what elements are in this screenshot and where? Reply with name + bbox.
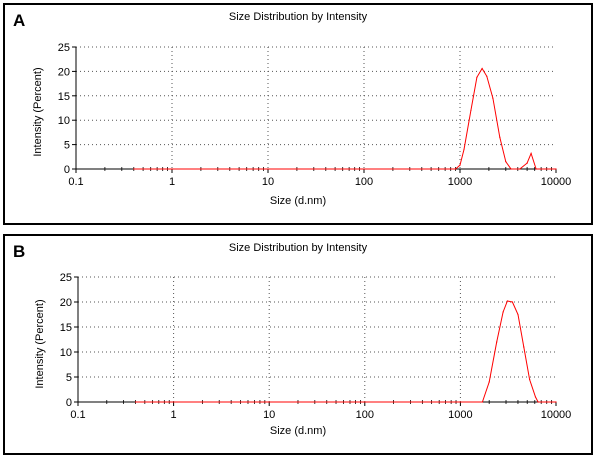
y-tick-label: 10: [60, 347, 72, 359]
panel-letter: B: [13, 242, 26, 261]
chart-panel-a: A Size Distribution by Intensity Intensi…: [3, 3, 593, 225]
data-point: [511, 301, 514, 303]
x-tick-label: 1000: [448, 409, 472, 421]
chart-plot-area: 0 5 10 15 20 25 0.1 1 10 100 1000 10000: [58, 42, 572, 188]
series-line: [133, 67, 556, 170]
y-tick-label: 5: [66, 372, 72, 384]
data-point: [506, 300, 508, 302]
data-point: [526, 162, 528, 164]
x-tick-label: 10000: [541, 176, 572, 188]
data-point: [510, 168, 512, 170]
data-point: [523, 346, 525, 348]
y-tick-label: 25: [58, 42, 70, 54]
data-point: [492, 97, 494, 99]
data-point: [517, 313, 519, 316]
data-point: [535, 168, 537, 170]
chart-panel-b: B Size Distribution by Intensity Intensi…: [3, 234, 593, 455]
data-point: [496, 341, 498, 343]
data-point: [488, 381, 490, 383]
data-point: [481, 67, 483, 70]
data-point: [481, 401, 484, 403]
x-axis-label: Size (d.nm): [269, 425, 327, 437]
x-tick-label: 100: [356, 409, 374, 421]
chart-title: Size Distribution by Intensity: [228, 11, 368, 23]
data-point: [134, 401, 137, 403]
data-point: [555, 168, 557, 170]
x-tick-label: 0.1: [70, 409, 85, 421]
data-point: [555, 401, 557, 403]
x-tick-label: 1: [171, 409, 177, 421]
x-tick-label: 100: [355, 176, 373, 188]
data-point: [476, 76, 478, 78]
y-tick-label: 25: [60, 272, 72, 284]
x-tick-label: 10: [263, 409, 275, 421]
x-axis-label: Size (d.nm): [269, 195, 327, 207]
panel-letter: A: [13, 11, 26, 30]
data-point: [459, 164, 461, 166]
y-tick-label: 15: [60, 322, 72, 334]
data-point: [133, 168, 135, 170]
data-point: [505, 161, 507, 163]
x-tick-label: 10: [262, 176, 274, 188]
data-point: [470, 109, 472, 112]
x-tick-label: 1: [169, 176, 175, 188]
y-tick-label: 0: [66, 397, 72, 409]
data-point: [455, 168, 457, 170]
chart-plot-area: 0 5 10 15 20 25 0.1 1 10 100 1000 10000: [60, 272, 572, 421]
data-point: [529, 378, 531, 381]
y-tick-label: 0: [64, 164, 70, 176]
y-tick-label: 15: [58, 91, 70, 103]
data-point: [499, 136, 501, 138]
chart-title: Size Distribution by Intensity: [228, 242, 368, 254]
y-tick-label: 5: [64, 140, 70, 152]
y-tick-label: 20: [58, 66, 70, 78]
data-point: [537, 401, 539, 403]
x-tick-label: 0.1: [68, 176, 83, 188]
y-tick-label: 10: [58, 115, 70, 127]
data-point: [530, 152, 532, 154]
data-point: [519, 168, 521, 170]
x-tick-label: 1000: [448, 176, 472, 188]
x-tick-label: 10000: [541, 409, 572, 421]
data-point: [463, 148, 465, 151]
y-tick-label: 20: [60, 297, 72, 309]
data-point: [486, 75, 488, 77]
data-point: [534, 396, 537, 398]
data-point: [502, 311, 504, 313]
